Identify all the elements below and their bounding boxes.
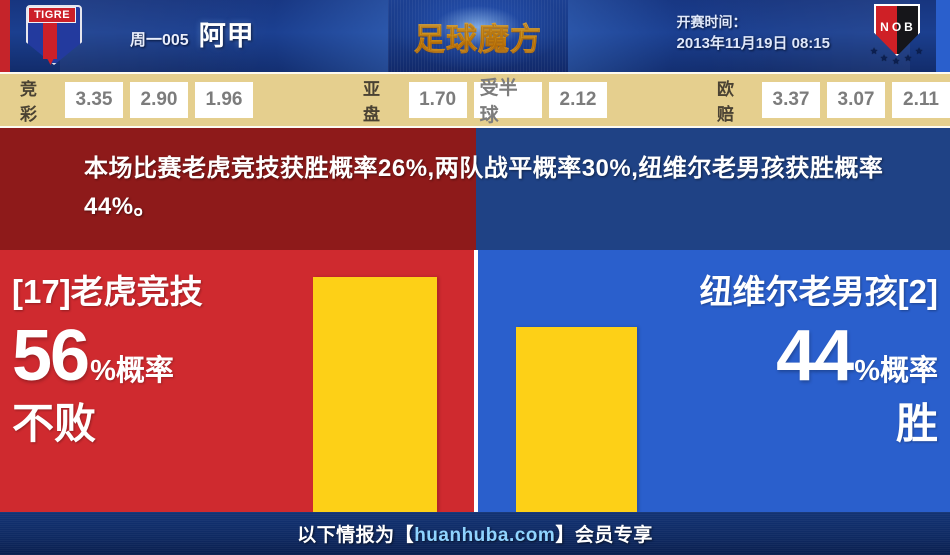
odds-cell[interactable]: 2.12 [549,82,607,118]
panel-divider [474,250,478,512]
home-percent-suffix: %概率 [90,355,174,387]
nob-letter-n: N [880,20,890,34]
header-right-stripe [936,0,950,72]
summary-band-left-half [0,128,476,250]
summary-text: 本场比赛老虎竞技获胜概率26%,两队战平概率30%,纽维尔老男孩获胜概率44%。 [84,155,884,220]
footer-bar: 以下情报为【huanhuba.com】会员专享 [0,512,950,555]
away-team-crest-icon: N O B ★ ★ ★ ★ ★ [866,4,928,68]
odds-cell[interactable]: 1.70 [408,82,467,118]
home-probability-bar [313,277,437,512]
nob-star-arc-icon: ★ ★ ★ ★ ★ [870,46,924,66]
odds-cell[interactable]: 2.90 [130,82,189,118]
home-team-crest-icon: TIGRE [22,3,82,69]
away-team-name: 纽维尔老男孩[2] [699,273,938,310]
odds-group-jingcai: 竞彩 3.35 2.90 1.96 [20,75,254,125]
probability-chart: [17]老虎竞技 56 %概率 不败 纽维尔老男孩[2] 44 %概率 胜 [0,250,950,512]
footer-prefix: 以下情报为【 [297,525,415,546]
away-percent-row: 44 %概率 [640,320,938,392]
nob-letter-b: B [904,20,914,34]
match-title: 周一005 阿甲 [130,14,255,53]
away-percent-suffix: %概率 [854,355,938,387]
header-diagonal-sheen-left [60,0,360,72]
tigre-shield-tip [46,56,55,65]
odds-group-oupei: 欧赔 3.37 3.07 2.11 [717,75,950,125]
kickoff-info: 开赛时间： 2013年11月19日 08:15 [677,12,830,55]
footer-site-link[interactable]: huanhuba.com [414,525,556,546]
odds-group-yapan: 亚盘 1.70 受半球 2.12 [363,75,607,126]
odds-cell[interactable]: 3.35 [65,82,124,118]
tigre-crest-label: TIGRE [33,8,71,21]
odds-cell[interactable]: 1.96 [195,82,254,118]
match-round-label: 周一005 [130,32,189,49]
odds-group-label: 欧赔 [717,80,735,124]
home-percent-row: 56 %概率 [12,320,310,392]
away-percent-value: 44 [776,316,854,396]
summary-band: 本场比赛老虎竞技获胜概率26%,两队战平概率30%,纽维尔老男孩获胜概率44%。 [0,128,950,250]
footer-suffix: 】会员专享 [555,525,653,546]
away-stats: 纽维尔老男孩[2] 44 %概率 胜 [640,250,950,512]
odds-bar: 竞彩 3.35 2.90 1.96 亚盘 1.70 受半球 2.12 欧赔 3.… [0,72,950,128]
brand-logo-text: 足球魔方 [414,14,542,59]
league-name: 阿甲 [198,21,255,51]
away-outcome-label: 胜 [895,400,938,447]
tigre-name-band: TIGRE [28,7,76,23]
home-outcome-label: 不败 [12,400,97,447]
odds-group-label: 亚盘 [363,80,382,124]
header-left-stripe [0,0,10,72]
brand-logo: 足球魔方 [388,0,568,72]
header-bar: TIGRE 周一005 阿甲 足球魔方 开赛时间： 2013年11月19日 08… [0,0,950,72]
odds-cell[interactable]: 2.11 [892,82,950,118]
odds-cell[interactable]: 3.07 [827,82,886,118]
kickoff-label: 开赛时间： [676,14,747,30]
home-percent-value: 56 [12,316,90,396]
summary-band-right-half [476,128,950,250]
away-probability-bar [516,327,637,512]
odds-group-label: 竞彩 [20,80,38,124]
nob-letter-o: O [891,20,903,34]
odds-cell[interactable]: 受半球 [473,78,542,126]
kickoff-value: 2013年11月19日 08:15 [676,35,830,52]
nob-crest-letters: N O B [874,12,920,42]
footer-notice: 以下情报为【huanhuba.com】会员专享 [297,520,653,547]
odds-cell[interactable]: 3.37 [762,82,821,118]
home-stats: [17]老虎竞技 56 %概率 不败 [0,250,310,512]
home-team-name: [17]老虎竞技 [12,273,203,310]
